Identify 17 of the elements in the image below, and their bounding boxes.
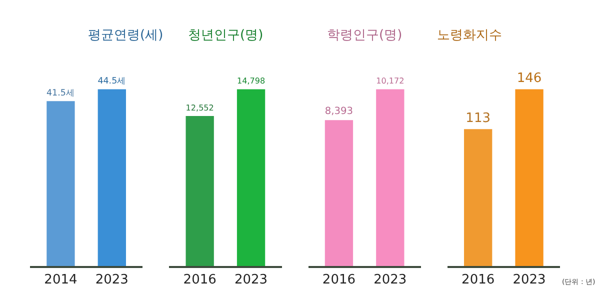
chart-title: 평균연령(세): [88, 28, 164, 43]
data-label: 146: [516, 71, 542, 86]
data-label: 113: [466, 111, 491, 126]
x-tick-label: 2016: [462, 272, 495, 288]
data-label: 44.5세: [98, 76, 126, 87]
x-tick-label: 2023: [95, 272, 128, 288]
x-tick-label: 2023: [374, 272, 407, 288]
chart-title: 학령인구(명): [327, 28, 402, 43]
x-tick-label: 2016: [322, 272, 356, 288]
data-label: 41.5세: [46, 88, 75, 98]
x-tick-label: 2014: [44, 272, 78, 288]
chart-title: 노령화지수: [437, 28, 502, 43]
chart-title: 청년인구(명): [188, 28, 264, 43]
x-tick-label: 2023: [512, 272, 546, 288]
x-tick-label: 2023: [234, 272, 268, 288]
x-tick-label: 2016: [183, 272, 216, 288]
data-label: 8,393: [324, 106, 354, 118]
